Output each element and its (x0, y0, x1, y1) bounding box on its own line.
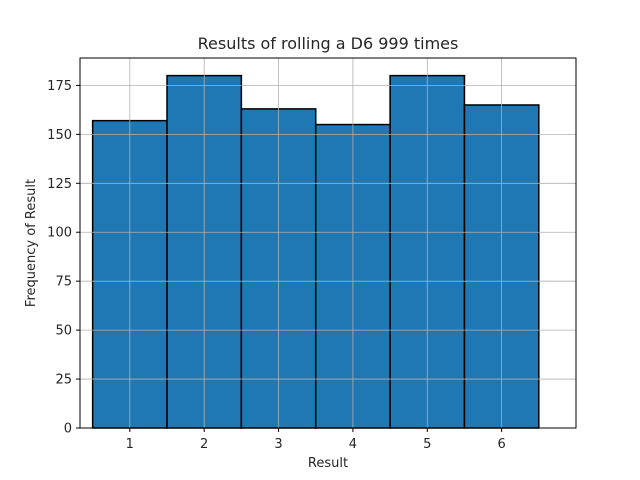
axes-frame (79, 57, 577, 429)
x-tick-label: 4 (349, 437, 357, 452)
y-tick-label: 25 (55, 373, 72, 388)
ticks: 0 25 50 75 100 125 150 175 1 2 3 4 5 6 (47, 79, 506, 452)
y-tick-label: 0 (64, 422, 72, 437)
y-tick-label: 125 (47, 177, 72, 192)
x-tick-label: 3 (274, 437, 282, 452)
chart-title: Results of rolling a D6 999 times (198, 34, 459, 53)
y-axis-label: Frequency of Result (24, 179, 39, 307)
bars (91, 74, 540, 429)
x-tick-label: 6 (497, 437, 505, 452)
x-tick-label: 5 (423, 437, 431, 452)
y-tick-label: 175 (47, 79, 72, 94)
x-tick-label: 2 (200, 437, 208, 452)
y-tick-label: 75 (55, 275, 72, 290)
y-tick-label: 150 (47, 128, 72, 143)
y-tick-label: 50 (55, 324, 72, 339)
y-tick-label: 100 (47, 226, 72, 241)
x-axis-label: Result (308, 456, 348, 471)
x-tick-label: 1 (126, 437, 134, 452)
